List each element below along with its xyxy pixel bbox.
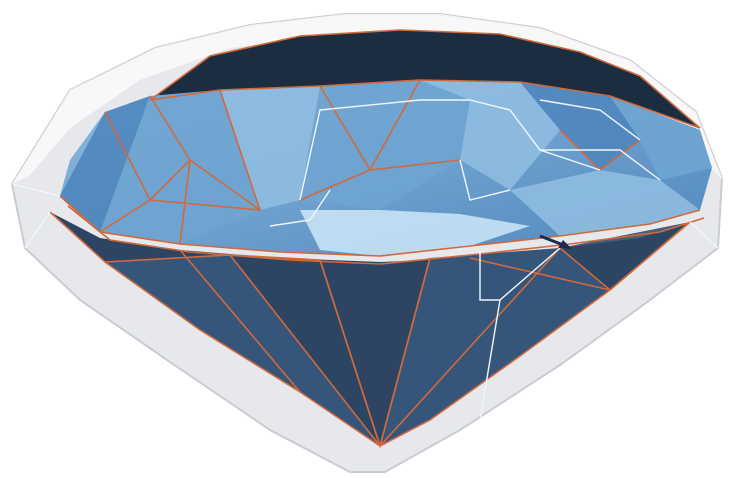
crown-facet-3 <box>220 86 320 210</box>
pavilion-facet-left <box>105 255 380 446</box>
white-line-1 <box>299 99 470 201</box>
crown-facet-6 <box>520 82 640 170</box>
white-line-10 <box>711 167 723 179</box>
arrow-icon <box>539 234 572 249</box>
white-line-6 <box>479 247 561 301</box>
crown-facet-7 <box>610 96 712 180</box>
white-line-11 <box>24 211 51 249</box>
white-line-9 <box>11 183 61 197</box>
facet-lines-white <box>11 99 723 421</box>
table-top-edge <box>149 29 701 129</box>
crown-facet-4 <box>300 80 470 210</box>
white-line-4 <box>459 159 511 201</box>
crown-line-g <box>148 158 261 211</box>
crown-facet-8 <box>510 170 700 236</box>
crown-facet-5 <box>420 80 560 190</box>
white-line-3 <box>540 149 661 181</box>
pavilion-facet-right <box>380 248 610 446</box>
pavilion-outline-left <box>49 211 381 447</box>
pavilion-line-f <box>179 249 301 393</box>
pavilion-facet-far-right <box>560 222 690 290</box>
white-line-5 <box>269 189 331 227</box>
facet-lines-orange <box>49 29 705 449</box>
white-line-2 <box>469 99 601 171</box>
crown-highlight <box>300 210 530 256</box>
pavilion-outline-right <box>379 221 691 447</box>
white-line-8 <box>539 99 641 141</box>
crown-facet-1 <box>60 96 150 232</box>
white-line-7 <box>479 299 501 421</box>
crown-line-c <box>219 89 261 211</box>
pavilion-line-g <box>469 257 611 291</box>
girdle-line-2 <box>67 205 705 265</box>
table-facet <box>150 30 700 128</box>
girdle-line <box>59 195 701 257</box>
white-line-12 <box>689 221 719 249</box>
crown-line-e <box>368 79 461 171</box>
